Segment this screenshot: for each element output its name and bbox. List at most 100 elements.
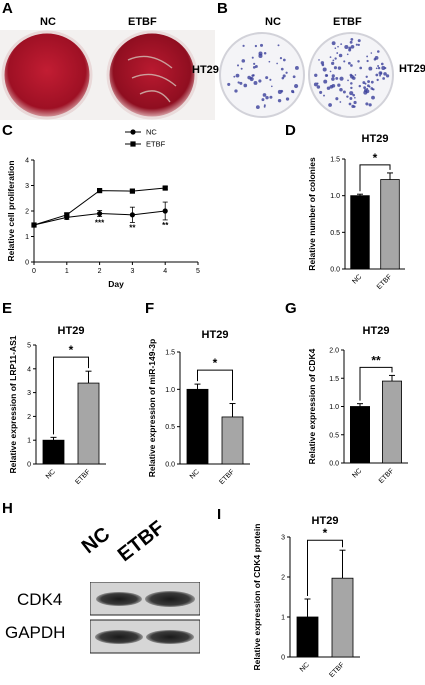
colony-dot [363, 86, 367, 90]
colony-dot [277, 98, 282, 103]
colony-dot [363, 88, 367, 92]
colony-dot [377, 64, 380, 67]
cdk4-band-etbf [145, 591, 195, 607]
colony-dot [251, 56, 254, 59]
y-tick-label: 0 [27, 462, 31, 469]
panel-label: A [2, 0, 13, 17]
colony-dot [295, 66, 299, 70]
significance-bracket [53, 356, 89, 435]
colony-dot [338, 53, 343, 58]
y-axis-label: Relative expression of miR-149-3p [147, 339, 157, 477]
colony-dot [235, 73, 240, 78]
colony-dot [243, 83, 248, 88]
colony-dot [346, 95, 349, 98]
gapdh-band-etbf [146, 630, 194, 644]
colony-dot [350, 86, 353, 90]
y-axis-label: Relative cell proliferation [6, 160, 16, 261]
legend-marker [130, 141, 136, 147]
colony-dot [271, 85, 273, 88]
x-tick-label: 1 [65, 268, 69, 275]
y-tick-label: 2 [281, 575, 285, 582]
y-tick-label: 1.5 [329, 376, 339, 383]
significance-bracket [307, 539, 343, 596]
colony-dot [336, 52, 339, 54]
panel-label: D [285, 122, 296, 139]
colony-dot [381, 65, 386, 70]
colony-dot [331, 77, 335, 81]
colony-dot [343, 60, 346, 63]
cdk4-band-nc [96, 592, 142, 606]
y-tick-label: 1.0 [329, 404, 339, 411]
colony-dot [285, 71, 288, 74]
colony-dot [292, 90, 295, 94]
y-tick-label: 4 [25, 158, 29, 165]
colony-dot [323, 79, 328, 84]
colony-dot [258, 79, 262, 83]
x-tick-label: ETBF [328, 661, 346, 679]
x-tick-label: 5 [196, 268, 200, 275]
agar-plates-photo [0, 30, 215, 120]
colony-dot [329, 56, 332, 58]
colony-dot [259, 43, 264, 47]
colony-dot [349, 40, 353, 44]
column-label-nc: NC [265, 16, 281, 28]
x-tick-label: ETBF [376, 273, 394, 291]
x-tick-label: 0 [32, 268, 36, 275]
colony-dot [339, 76, 344, 81]
colony-dot [337, 83, 341, 87]
panel-label: H [2, 500, 13, 517]
panel-b: B NC ETBF HT29 [215, 0, 425, 120]
colony-dot [320, 61, 325, 65]
y-axis-label: Relative expression of LRP11-AS1 [8, 335, 18, 473]
colony-dot [349, 73, 353, 77]
bar-nc [186, 388, 209, 465]
colony-dot [233, 75, 236, 78]
significance-mark: * [323, 526, 328, 540]
colony-dot [265, 76, 269, 80]
y-tick-label: 5 [27, 343, 31, 350]
colony-dot [332, 59, 335, 62]
colony-dot [347, 79, 349, 82]
colony-dot [339, 101, 342, 103]
colony-dot [354, 74, 357, 76]
colony-dot [253, 62, 256, 65]
y-tick-label: 0.0 [329, 461, 339, 468]
significance-mark: ** [371, 353, 381, 367]
y-tick-label: 1.0 [165, 387, 175, 394]
bar-nc [350, 195, 370, 270]
colony-dot [350, 82, 353, 85]
colony-dot [255, 105, 260, 110]
chart-title: HT29 [312, 515, 339, 527]
colony-dot [279, 57, 283, 60]
colony-dot [366, 55, 369, 58]
colony-dot [280, 89, 284, 93]
data-point-nc [162, 208, 168, 214]
colony-dot [263, 52, 267, 55]
colony-dot [352, 93, 356, 97]
x-tick-label: ETBF [218, 468, 236, 486]
western-blot-image [90, 582, 200, 654]
x-tick-label: NC [351, 467, 363, 479]
colony-dot [234, 89, 238, 93]
data-point-etbf [129, 188, 135, 194]
colony-dot [331, 74, 335, 78]
y-tick-label: 3 [281, 535, 285, 542]
colony-dot [347, 61, 351, 65]
colony-dot [349, 96, 353, 100]
colony-dot [242, 44, 245, 47]
colony-dot [258, 51, 263, 56]
panel-f: F HT29 Relative expression of miR-149-3p 0… [143, 300, 283, 490]
proliferation-chart: 0 1 2 3 4 5 0 1 2 3 4 Day Relative cell proliferatio… [6, 128, 200, 290]
y-tick-label: 1 [27, 438, 31, 445]
colony-dot [263, 105, 266, 108]
column-label-etbf: ETBF [128, 16, 157, 28]
gapdh-band-nc [95, 630, 143, 644]
colony-dot [340, 43, 343, 46]
nc-colony-plate [219, 32, 305, 118]
significance-mark: ** [162, 221, 169, 230]
y-tick-label: 2 [27, 414, 31, 421]
colony-dot [357, 39, 361, 43]
y-tick-label: 1.5 [165, 350, 175, 357]
colony-dot [348, 102, 352, 106]
colony-dot [348, 46, 352, 50]
